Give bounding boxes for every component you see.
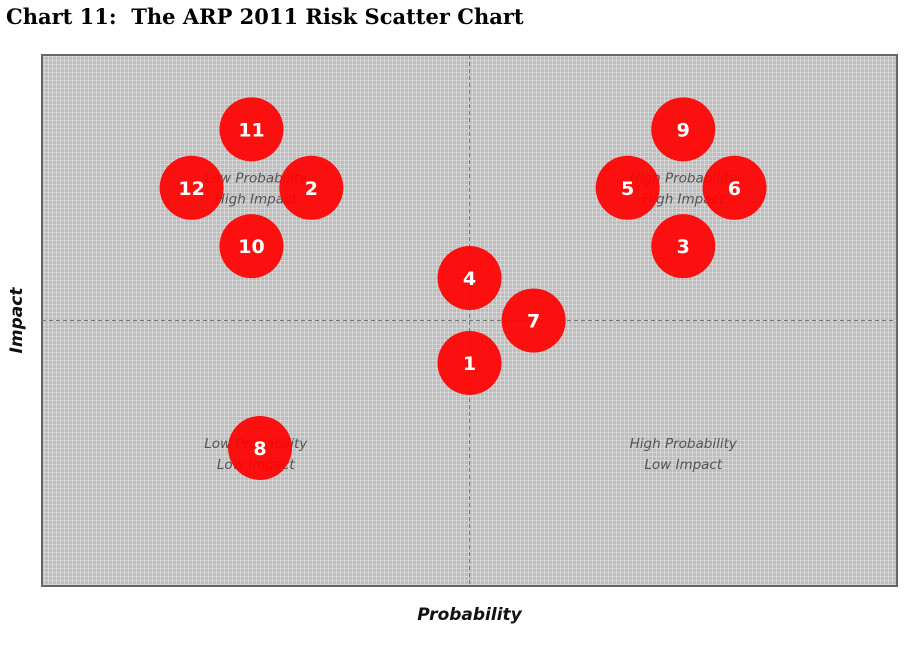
risk-point-marker-8 — [228, 415, 293, 480]
risk-point-5: 5 — [595, 155, 660, 220]
risk-point-label-6: 6 — [728, 178, 741, 200]
quadrant-label-4-line-2: Low Impact — [644, 457, 723, 473]
risk-point-10: 10 — [219, 214, 284, 279]
risk-point-label-2: 2 — [305, 178, 318, 200]
x-axis-label: Probability — [417, 605, 522, 625]
risk-point-12: 12 — [159, 155, 224, 220]
risk-point-marker-2 — [279, 155, 344, 220]
risk-point-marker-3 — [651, 214, 716, 279]
risk-point-marker-7 — [501, 288, 566, 353]
risk-point-label-9: 9 — [677, 119, 690, 141]
risk-point-6: 6 — [702, 155, 767, 220]
risk-point-marker-10 — [219, 214, 284, 279]
risk-point-1: 1 — [437, 330, 502, 395]
risk-point-4: 4 — [437, 246, 502, 311]
risk-point-marker-5 — [595, 155, 660, 220]
risk-point-label-1: 1 — [463, 353, 476, 375]
risk-point-marker-6 — [702, 155, 767, 220]
risk-point-label-4: 4 — [463, 268, 476, 290]
risk-point-label-3: 3 — [677, 236, 690, 258]
risk-point-9: 9 — [651, 97, 716, 162]
chart-title: Chart 11: The ARP 2011 Risk Scatter Char… — [6, 4, 524, 29]
risk-point-8: 8 — [228, 415, 293, 480]
risk-point-label-10: 10 — [238, 236, 264, 258]
risk-point-marker-11 — [219, 97, 284, 162]
risk-point-11: 11 — [219, 97, 284, 162]
risk-point-7: 7 — [501, 288, 566, 353]
risk-point-label-12: 12 — [178, 178, 204, 200]
quadrant-label-4-line-1: High Probability — [630, 436, 738, 452]
risk-point-label-7: 7 — [527, 311, 540, 333]
risk-point-marker-1 — [437, 330, 502, 395]
risk-point-label-5: 5 — [621, 178, 634, 200]
risk-point-marker-12 — [159, 155, 224, 220]
quadrant-label-1-line-2: High Impact — [215, 191, 298, 207]
y-axis-label: Impact — [7, 287, 27, 354]
risk-point-3: 3 — [651, 214, 716, 279]
risk-point-2: 2 — [279, 155, 344, 220]
risk-point-label-11: 11 — [238, 119, 264, 141]
risk-point-marker-9 — [651, 97, 716, 162]
risk-point-marker-4 — [437, 246, 502, 311]
risk-point-label-8: 8 — [253, 438, 266, 460]
